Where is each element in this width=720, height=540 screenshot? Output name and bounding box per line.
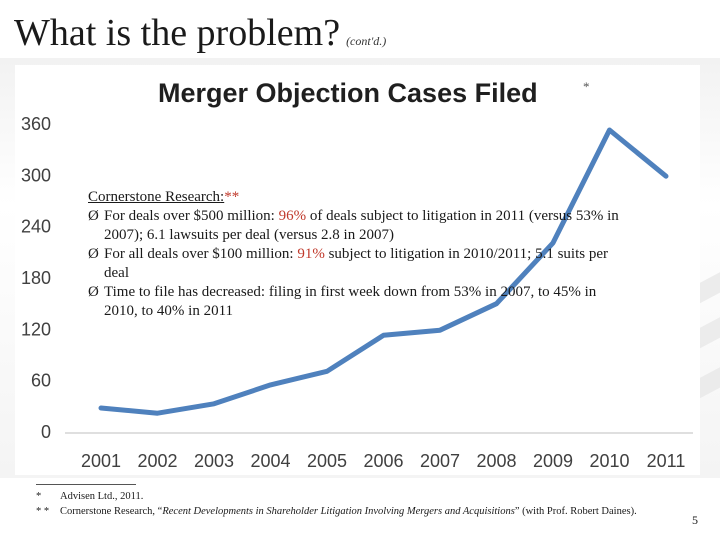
x-tick-label: 2003 xyxy=(194,451,234,471)
x-tick-label: 2001 xyxy=(81,451,121,471)
chart: Merger Objection Cases Filed * 0 60 120 180… xyxy=(15,65,700,475)
slide-title-note: (cont'd.) xyxy=(346,34,387,48)
footnotes: * Advisen Ltd., 2011. * * Cornerstone Rese… xyxy=(36,489,637,519)
x-tick-label: 2005 xyxy=(307,451,347,471)
y-tick-label: 300 xyxy=(21,165,51,185)
chart-background xyxy=(15,65,700,475)
x-tick-label: 2004 xyxy=(250,451,290,471)
heading-colon: : xyxy=(220,189,225,205)
x-tick-label: 2007 xyxy=(420,451,460,471)
y-tick-label: 240 xyxy=(21,217,51,237)
y-tick-labels: 0 60 120 180 240 300 360 xyxy=(21,114,51,442)
x-tick-label: 2002 xyxy=(137,451,177,471)
x-tick-labels: 2001 2002 2003 2004 2005 2006 2007 2008 2009 2010… xyxy=(81,451,685,471)
slide-title: What is the problem? (cont'd.) xyxy=(14,14,386,52)
heading-marker: ** xyxy=(224,189,240,205)
x-tick-label: 2011 xyxy=(647,451,686,471)
heading-source-name: Cornerstone Research xyxy=(88,189,221,205)
x-tick-label: 2006 xyxy=(363,451,403,471)
bullet-highlight: 96% xyxy=(278,208,307,224)
footnote-text: Advisen Ltd., 2011. xyxy=(60,491,144,502)
bullet-text: For deals over $500 million: xyxy=(104,208,279,224)
y-tick-label: 120 xyxy=(21,319,51,339)
bullet-text: For all deals over $100 million: xyxy=(104,246,298,262)
bullet-arrow-icon: Ø xyxy=(88,208,99,224)
chart-title-marker: * xyxy=(583,79,590,94)
bullet-text: subject to litigation in 2010/2011; 5.1 … xyxy=(104,246,608,281)
y-tick-label: 180 xyxy=(21,268,51,288)
bullet-text: Time to file has decreased: filing in fi… xyxy=(104,284,597,319)
bullet-arrow-icon: Ø xyxy=(88,246,99,262)
x-tick-label: 2010 xyxy=(589,451,629,471)
y-tick-label: 60 xyxy=(31,371,51,391)
chart-title: Merger Objection Cases Filed xyxy=(158,78,538,108)
page-number: 5 xyxy=(692,513,698,527)
bullet-arrow-icon: Ø xyxy=(88,284,99,300)
footnote: * * Cornerstone Research, “Recent Develop… xyxy=(36,504,637,519)
footnote-text: ” (with Prof. Robert Daines). xyxy=(514,506,637,517)
x-tick-label: 2008 xyxy=(476,451,516,471)
bullet-text: of deals subject to litigation in 2011 (… xyxy=(104,208,619,243)
cornerstone-text-box: Cornerstone Research:** Ø For deals over … xyxy=(88,188,628,321)
footnote-mark: * * xyxy=(36,506,50,517)
footnote-text: Cornerstone Research, “ xyxy=(60,506,163,517)
footnote-divider xyxy=(36,484,136,485)
y-tick-label: 0 xyxy=(41,422,51,442)
footnote-mark: * xyxy=(36,491,42,502)
footnote: * Advisen Ltd., 2011. xyxy=(36,489,637,504)
bullet-highlight: 91% xyxy=(297,246,325,262)
bullet-item: Ø Time to file has decreased: filing in f… xyxy=(88,283,628,321)
slide-title-text: What is the problem? xyxy=(14,12,341,54)
y-tick-label: 360 xyxy=(21,114,51,134)
x-tick-label: 2009 xyxy=(533,451,573,471)
footnote-report-title: Recent Developments in Shareholder Litig… xyxy=(162,506,515,517)
heading-source: Cornerstone Research: xyxy=(88,189,224,205)
bullet-item: Ø For deals over $500 million: 96% of dea… xyxy=(88,207,628,245)
series-line xyxy=(98,127,669,416)
text-box-heading: Cornerstone Research:** xyxy=(88,188,628,207)
bullet-item: Ø For all deals over $100 million: 91% su… xyxy=(88,245,628,283)
